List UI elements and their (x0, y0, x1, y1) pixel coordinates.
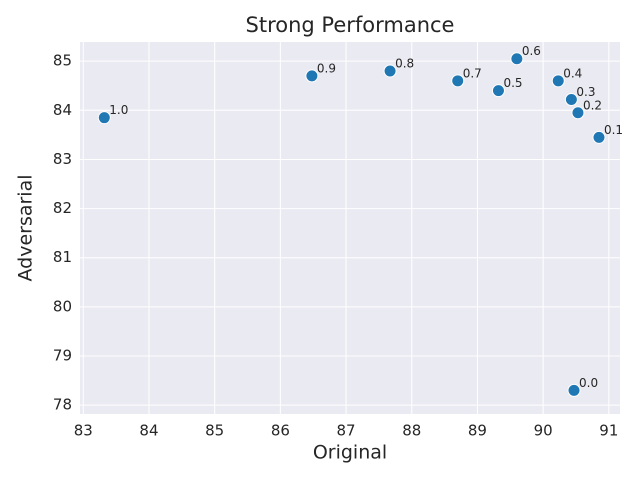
point (305, 69, 319, 83)
x-tick-label: 83 (74, 422, 93, 440)
x-axis-label: Original (313, 442, 387, 464)
point-label: 0.4 (563, 66, 582, 80)
chart-title: Strong Performance (246, 13, 455, 37)
y-axis-label: Adversarial (15, 174, 37, 281)
point-label: 0.9 (317, 61, 336, 75)
point-label: 0.7 (463, 66, 482, 80)
point-label: 0.1 (604, 123, 623, 137)
x-tick-label: 89 (468, 422, 487, 440)
point (551, 74, 565, 88)
y-tick-label: 78 (53, 396, 72, 414)
point-label: 0.6 (522, 44, 541, 58)
y-tick-label: 82 (53, 199, 72, 217)
y-tick-label: 83 (53, 150, 72, 168)
x-tick-label: 84 (139, 422, 158, 440)
point (564, 92, 578, 106)
x-tick-label: 87 (337, 422, 356, 440)
point (571, 106, 585, 120)
point (592, 130, 606, 144)
point (491, 84, 505, 98)
y-tick-label: 80 (53, 297, 72, 315)
x-tick-label: 86 (271, 422, 290, 440)
y-tick-label: 79 (53, 347, 72, 365)
point (383, 64, 397, 78)
x-tick-label: 90 (534, 422, 553, 440)
x-tick-label: 88 (402, 422, 421, 440)
plot-area (80, 42, 620, 414)
y-tick-label: 85 (53, 52, 72, 70)
y-tick-label: 81 (53, 248, 72, 266)
point-label: 0.3 (576, 85, 595, 99)
point (97, 111, 111, 125)
point (567, 383, 581, 397)
point (451, 74, 465, 88)
point-label: 0.5 (503, 76, 522, 90)
point-label: 0.8 (395, 56, 414, 70)
x-tick-label: 91 (599, 422, 618, 440)
x-tick-label: 85 (205, 422, 224, 440)
point (510, 52, 524, 66)
y-tick-label: 84 (53, 101, 72, 119)
point-label: 1.0 (109, 103, 128, 117)
point-label: 0.2 (583, 98, 602, 112)
point-label: 0.0 (579, 376, 598, 390)
